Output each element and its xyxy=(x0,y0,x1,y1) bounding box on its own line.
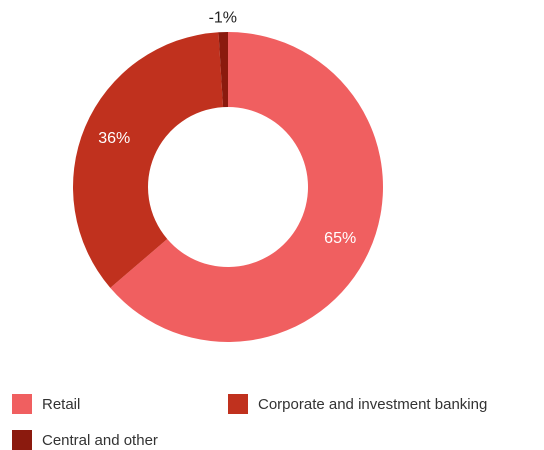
legend-label-retail: Retail xyxy=(42,395,81,413)
legend-item-central-and-other[interactable]: Central and other xyxy=(12,430,158,450)
slice-corporate-and-investment-banking[interactable] xyxy=(73,32,224,288)
legend-swatch-retail xyxy=(12,394,32,414)
slice-label-retail: 65% xyxy=(324,230,356,247)
legend-item-retail[interactable]: Retail xyxy=(12,394,80,414)
legend-label-central-and-other: Central and other xyxy=(42,431,158,449)
legend-swatch-corporate-and-investment-banking xyxy=(228,394,248,414)
donut-slices xyxy=(73,32,384,342)
legend: Retail Corporate and investment banking … xyxy=(0,388,544,450)
legend-swatch-central-and-other xyxy=(12,430,32,450)
slice-labels: 65% 36% -1% xyxy=(98,9,356,247)
slice-label-central-and-other: -1% xyxy=(209,9,237,26)
slice-label-corporate-and-investment-banking: 36% xyxy=(98,130,130,147)
donut-chart: 65% 36% -1% xyxy=(73,9,384,342)
slice-central-and-other[interactable] xyxy=(218,32,228,108)
legend-item-corporate-and-investment-banking[interactable]: Corporate and investment banking xyxy=(228,394,487,414)
slice-retail[interactable] xyxy=(110,32,384,342)
legend-label-corporate-and-investment-banking: Corporate and investment banking xyxy=(258,395,488,413)
